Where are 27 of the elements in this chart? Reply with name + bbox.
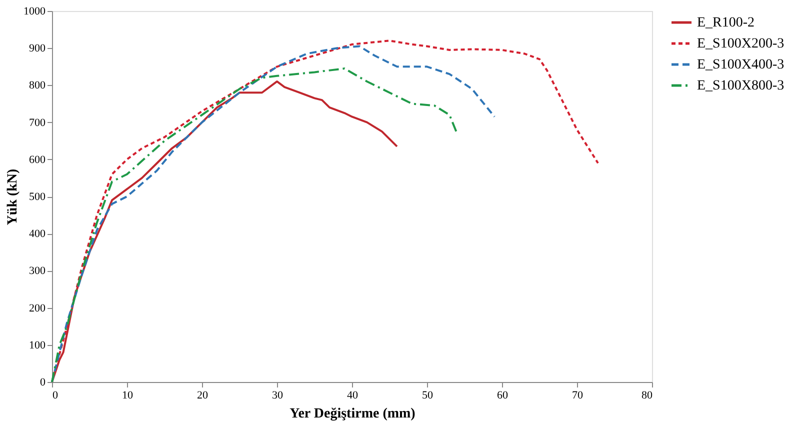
x-axis-title: Yer Değiştirme (mm) bbox=[290, 406, 416, 422]
x-tick-label: 80 bbox=[642, 390, 653, 402]
x-tick-label: 0 bbox=[52, 390, 58, 402]
y-tick-label: 1000 bbox=[24, 6, 46, 18]
line-series bbox=[51, 80, 398, 383]
y-tick-label: 0 bbox=[40, 376, 46, 388]
y-tick-label: 900 bbox=[29, 42, 46, 55]
x-tick-label: 30 bbox=[272, 390, 284, 402]
y-tick-label: 500 bbox=[29, 191, 46, 203]
y-tick-label: 600 bbox=[29, 154, 46, 166]
x-tick-label: 70 bbox=[572, 390, 584, 402]
x-tick-label: 20 bbox=[197, 390, 208, 402]
y-tick-label: 100 bbox=[29, 339, 46, 352]
legend-label: E_S100X200-3 bbox=[697, 36, 784, 52]
x-tick-label: 40 bbox=[347, 390, 358, 402]
legend-label: E_S100X400-3 bbox=[697, 58, 784, 72]
x-tick-label: 60 bbox=[497, 390, 508, 402]
y-tick-label: 800 bbox=[29, 80, 46, 92]
x-tick-label: 10 bbox=[122, 390, 134, 402]
y-tick-label: 300 bbox=[29, 265, 46, 278]
y-axis-title: Yük (kN) bbox=[6, 168, 20, 226]
y-tick-label: 200 bbox=[29, 302, 46, 314]
x-tick-label: 50 bbox=[422, 390, 434, 402]
y-tick-label: 700 bbox=[29, 116, 46, 129]
legend-label: E_R100-2 bbox=[697, 16, 755, 30]
legend-label: E_S100X800-3 bbox=[697, 78, 784, 94]
y-tick-label: 400 bbox=[29, 228, 46, 240]
